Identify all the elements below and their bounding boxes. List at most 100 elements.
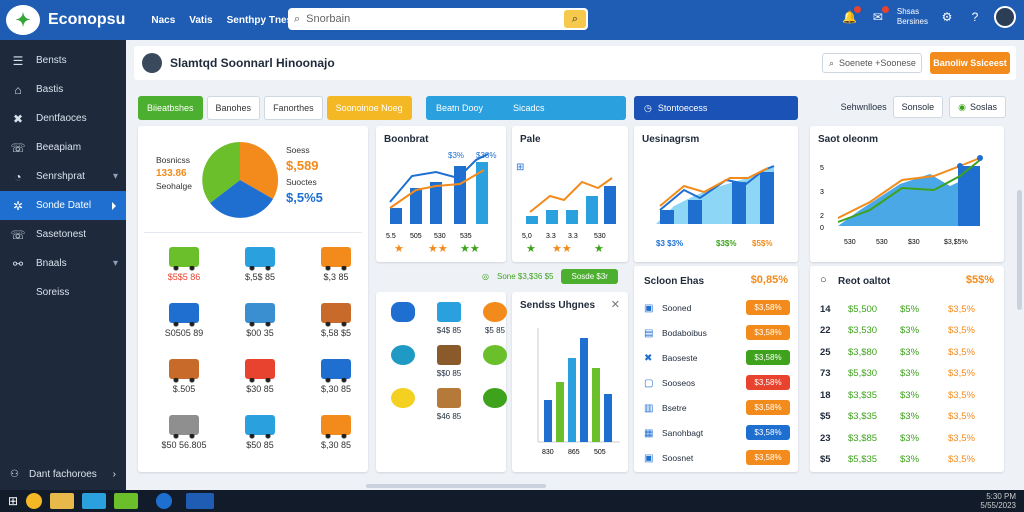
truck-tile[interactable]: $,30 85 (300, 404, 372, 460)
sidebar-item-9[interactable]: Soreiss (0, 278, 126, 307)
truck-tile[interactable]: $,5$ 85 (224, 236, 296, 292)
bar[interactable] (604, 394, 612, 442)
bar[interactable] (526, 216, 538, 224)
tab-4[interactable]: Soonoinoe Noeg (326, 96, 412, 120)
table-row[interactable]: 23 $3,$85 $3% $3,5% (820, 427, 996, 449)
pie-slice-green[interactable] (202, 142, 240, 203)
sidebar-item-5[interactable]: ◔ Senrshprat ▾ (0, 162, 126, 191)
bar[interactable] (410, 188, 422, 224)
truck-tile[interactable]: $,58 $5 (300, 292, 372, 348)
app-icon[interactable] (114, 493, 139, 509)
tab-1[interactable]: Biieatbshes (138, 96, 203, 120)
list-item[interactable]: ▣ Sooned (644, 298, 784, 318)
sidebar-item-4[interactable]: ☏ Beeapiam (0, 133, 126, 162)
filter-button-1[interactable]: Sonsole (892, 96, 944, 118)
close-icon[interactable]: ✕ (610, 299, 620, 311)
sidebar-item-6[interactable]: ✲ Sonde Datel (0, 191, 126, 220)
bar[interactable] (454, 166, 466, 224)
truck-tile[interactable]: $50 56.805 (148, 404, 220, 460)
clock[interactable]: 5:30 PM 5/55/2023 (980, 492, 1016, 510)
icon-tile[interactable]: $5 85 (474, 302, 516, 335)
list-item[interactable]: ▦ Sanohbagt (644, 423, 784, 443)
list-item[interactable]: ▣ Soosnet (644, 448, 784, 468)
data-point[interactable] (957, 163, 963, 169)
nav-link-3[interactable]: Senthpy Tnes (226, 14, 293, 26)
sidebar-footer[interactable]: ⚇ Dant fachoroes › (0, 462, 126, 486)
avatar[interactable] (994, 6, 1016, 28)
bar[interactable] (390, 208, 402, 224)
messages-icon[interactable]: ✉ (869, 6, 889, 26)
table-row[interactable]: 22 $3,530 $3% $3,5% (820, 320, 996, 342)
sidebar-item-1[interactable]: ☰ Bensts (0, 46, 126, 75)
active-app-icon[interactable] (186, 493, 215, 509)
bar[interactable] (732, 182, 746, 224)
sidebar-item-8[interactable]: ⚯ Bnaals ▾ (0, 249, 126, 278)
truck-tile[interactable]: $00 35 (224, 292, 296, 348)
pie-slice-blue[interactable] (210, 180, 273, 218)
bar[interactable] (566, 210, 578, 224)
table-row[interactable]: $5 $3,$35 $3% $3,5% (820, 406, 996, 428)
icon-tile[interactable] (382, 302, 424, 335)
vertical-scrollbar[interactable] (1017, 190, 1022, 310)
truck-tile[interactable]: $,3 85 (300, 236, 372, 292)
icon-tile[interactable] (382, 388, 424, 421)
list-item[interactable]: ✖ Baoseste (644, 348, 784, 368)
radio-icon[interactable]: ○ (820, 274, 827, 286)
horizontal-scrollbar[interactable] (366, 484, 546, 488)
truck-tile[interactable]: $50 85 (224, 404, 296, 460)
icon-tile[interactable] (474, 345, 516, 378)
icon-tile[interactable]: $46 85 (428, 388, 470, 421)
icon-tile[interactable]: $4$ 85 (428, 302, 470, 335)
list-item[interactable]: ▥ Bsetre (644, 398, 784, 418)
table-row[interactable]: 18 $3,$35 $3% $3,5% (820, 384, 996, 406)
browser-icon[interactable] (26, 493, 43, 509)
bar[interactable] (556, 382, 564, 442)
store-icon[interactable] (156, 493, 173, 509)
data-point[interactable] (977, 155, 983, 161)
tab-2[interactable]: Banohes (206, 96, 261, 120)
truck-tile[interactable]: $.505 (148, 348, 220, 404)
tab-group-dark[interactable]: ◷ Stontoecess (634, 96, 798, 120)
pie-slice-orange[interactable] (240, 141, 279, 199)
sidebar-item-3[interactable]: ✖ Dentfaoces (0, 104, 126, 133)
bar[interactable] (660, 210, 674, 224)
truck-tile[interactable]: $30 85 (224, 348, 296, 404)
table-row[interactable]: 25 $3,$80 $3% $3,5% (820, 341, 996, 363)
truck-tile[interactable]: $,30 85 (300, 348, 372, 404)
header-search-field[interactable]: ⌕ Soenete +Soonese (822, 53, 922, 73)
icon-tile[interactable]: $$0 85 (428, 345, 470, 378)
folder-icon[interactable] (50, 493, 75, 509)
bar[interactable] (546, 210, 558, 224)
list-item[interactable]: ▤ Bodaboibus (644, 323, 784, 343)
list-item[interactable]: ▢ Sooseos (644, 373, 784, 393)
truck-tile[interactable]: S0505 89 (148, 292, 220, 348)
bar[interactable] (592, 368, 600, 442)
tab-6[interactable]: Sicadcs (513, 103, 545, 113)
tab-3[interactable]: Fanorthes (264, 96, 323, 120)
search-bar[interactable]: ⌕ Snorbain ⌕ (288, 8, 588, 30)
table-row[interactable]: $5 $5,$35 $3% $3,5% (820, 449, 996, 471)
app-logo-icon[interactable]: ✦ (6, 5, 40, 35)
nav-link-1[interactable]: Nacs (151, 14, 176, 26)
settings-icon[interactable]: ⚙ (941, 10, 953, 24)
icon-tile[interactable] (382, 345, 424, 378)
search-input[interactable]: Snorbain (306, 13, 351, 25)
bar[interactable] (958, 166, 980, 226)
files-icon[interactable] (82, 493, 107, 509)
bar[interactable] (688, 200, 702, 224)
mid-strip-button[interactable]: Sosde $3r (561, 269, 618, 284)
filter-button-2[interactable]: ◉ Soslas (949, 96, 1006, 118)
bar[interactable] (568, 358, 576, 442)
bar[interactable] (604, 186, 616, 224)
table-row[interactable]: 14 $5,500 $5% $3,5% (820, 298, 996, 320)
bar[interactable] (476, 162, 488, 224)
bar[interactable] (586, 196, 598, 224)
primary-action-button[interactable]: Banoliw Ssiceest (930, 52, 1010, 74)
tab-5[interactable]: Beatn Dooy (436, 103, 484, 113)
bar[interactable] (430, 182, 442, 224)
help-icon[interactable]: ? (971, 10, 979, 24)
start-icon[interactable]: ⊞ (8, 494, 19, 508)
search-button[interactable]: ⌕ (564, 10, 586, 28)
bar[interactable] (580, 338, 588, 442)
bar[interactable] (544, 400, 552, 442)
